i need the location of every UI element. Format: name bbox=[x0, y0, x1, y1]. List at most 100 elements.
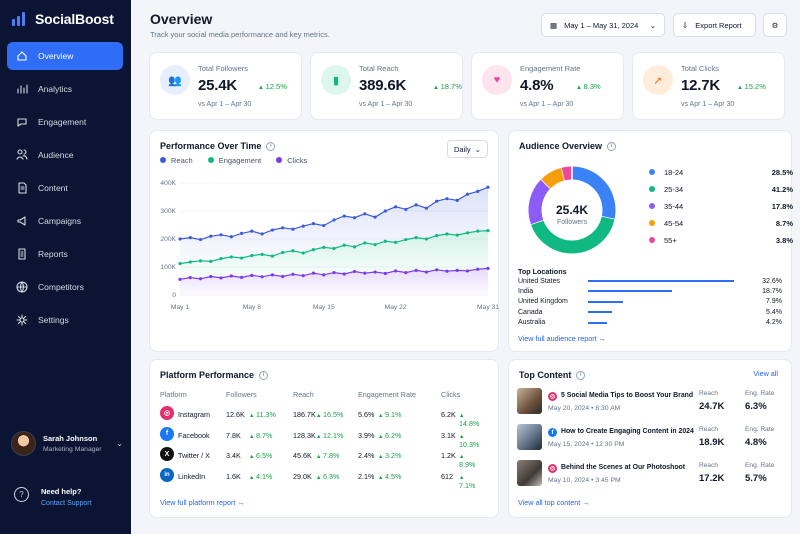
view-all-link[interactable]: View all bbox=[753, 369, 778, 378]
data-point[interactable] bbox=[394, 269, 398, 273]
data-point[interactable] bbox=[435, 268, 439, 272]
sidebar-item-campaigns[interactable]: Campaigns bbox=[7, 207, 123, 235]
sidebar-item-analytics[interactable]: Analytics bbox=[7, 75, 123, 103]
top-content-link[interactable]: View all top content → bbox=[518, 498, 590, 507]
top-content-item[interactable]: ◎ Behind the Scenes at Our Photoshoot May … bbox=[517, 460, 787, 500]
settings-button[interactable]: ⚙ bbox=[763, 13, 787, 37]
table-row[interactable]: X Twitter / X 3.4K ▲ 6.5% 45.6K ▲ 7.8% 2.4% ▲ 3… bbox=[160, 447, 480, 469]
legend-item[interactable]: Engagement bbox=[207, 156, 261, 165]
data-point[interactable] bbox=[455, 268, 459, 272]
data-point[interactable] bbox=[476, 267, 480, 271]
data-point[interactable] bbox=[209, 274, 213, 279]
donut-slice[interactable] bbox=[561, 166, 573, 181]
data-point[interactable] bbox=[281, 226, 285, 230]
info-icon[interactable]: i bbox=[607, 141, 617, 151]
data-point[interactable] bbox=[198, 259, 203, 263]
data-point[interactable] bbox=[394, 240, 398, 244]
data-point[interactable] bbox=[178, 277, 182, 281]
data-point[interactable] bbox=[260, 232, 264, 236]
data-point[interactable] bbox=[404, 271, 408, 275]
data-point[interactable] bbox=[291, 249, 295, 253]
table-row[interactable]: in LinkedIn 1.6K ▲ 4.1% 29.0K ▲ 6.3% 2.1% ▲ 4.5… bbox=[160, 467, 480, 490]
audience-report-link[interactable]: View full audience report → bbox=[518, 334, 606, 343]
contact-support-link[interactable]: Contact Support bbox=[41, 500, 92, 507]
post-thumbnail[interactable] bbox=[517, 460, 542, 486]
data-point[interactable] bbox=[322, 273, 326, 277]
data-point[interactable] bbox=[424, 206, 428, 210]
data-point[interactable] bbox=[188, 260, 192, 264]
data-point[interactable] bbox=[486, 185, 490, 189]
data-point[interactable] bbox=[270, 254, 274, 258]
data-point[interactable] bbox=[311, 271, 316, 275]
data-point[interactable] bbox=[301, 274, 305, 278]
data-point[interactable] bbox=[209, 259, 213, 263]
data-point[interactable] bbox=[178, 237, 182, 241]
data-point[interactable] bbox=[311, 222, 316, 226]
data-point[interactable] bbox=[404, 207, 408, 211]
data-point[interactable] bbox=[435, 234, 439, 238]
platform-report-link[interactable]: View full platform report → bbox=[160, 498, 245, 507]
data-point[interactable] bbox=[219, 257, 223, 261]
data-point[interactable] bbox=[198, 237, 203, 242]
data-point[interactable] bbox=[352, 216, 357, 220]
data-point[interactable] bbox=[250, 229, 254, 233]
data-point[interactable] bbox=[424, 270, 428, 274]
data-point[interactable] bbox=[240, 256, 244, 260]
data-point[interactable] bbox=[373, 270, 377, 274]
sidebar-item-reports[interactable]: Reports bbox=[7, 240, 123, 268]
user-profile[interactable]: Sarah Johnson Marketing Manager ⌄ bbox=[11, 431, 123, 456]
data-point[interactable] bbox=[435, 199, 439, 203]
post-thumbnail[interactable] bbox=[517, 424, 542, 450]
data-point[interactable] bbox=[476, 229, 480, 233]
avatar[interactable] bbox=[11, 431, 36, 456]
sidebar-item-settings[interactable]: Settings bbox=[7, 306, 123, 334]
post-title[interactable]: How to Create Engaging Content in 2024 bbox=[561, 428, 694, 435]
data-point[interactable] bbox=[260, 252, 264, 256]
post-thumbnail[interactable] bbox=[517, 388, 542, 414]
data-point[interactable] bbox=[383, 209, 387, 213]
data-point[interactable] bbox=[301, 251, 305, 255]
info-icon[interactable]: i bbox=[576, 370, 586, 380]
data-point[interactable] bbox=[332, 246, 336, 251]
legend-item[interactable]: Reach bbox=[160, 156, 193, 165]
sidebar-item-competitors[interactable]: Competitors bbox=[7, 273, 123, 301]
data-point[interactable] bbox=[281, 274, 285, 279]
donut-slice[interactable] bbox=[530, 216, 615, 254]
donut-slice[interactable] bbox=[541, 167, 566, 189]
sidebar-item-overview[interactable]: Overview bbox=[7, 42, 123, 70]
data-point[interactable] bbox=[424, 237, 428, 241]
table-row[interactable]: ◎ Instagram 12.6K ▲ 11.3% 186.7K ▲ 16.5% 5.6% ▲… bbox=[160, 406, 480, 428]
data-point[interactable] bbox=[332, 218, 336, 222]
data-point[interactable] bbox=[291, 227, 295, 231]
data-point[interactable] bbox=[240, 231, 244, 235]
data-point[interactable] bbox=[311, 248, 316, 252]
data-point[interactable] bbox=[486, 229, 490, 233]
data-point[interactable] bbox=[219, 276, 223, 280]
data-point[interactable] bbox=[281, 250, 285, 255]
data-point[interactable] bbox=[209, 234, 213, 238]
data-point[interactable] bbox=[363, 212, 367, 216]
interval-select[interactable]: Daily ⌄ bbox=[447, 140, 488, 158]
data-point[interactable] bbox=[322, 245, 326, 249]
data-point[interactable] bbox=[188, 236, 192, 240]
data-point[interactable] bbox=[352, 245, 357, 249]
data-point[interactable] bbox=[383, 271, 387, 276]
sidebar-item-audience[interactable]: Audience bbox=[7, 141, 123, 169]
data-point[interactable] bbox=[229, 235, 233, 239]
export-report-button[interactable]: ⇩ Export Report bbox=[673, 13, 756, 37]
data-point[interactable] bbox=[178, 262, 182, 266]
top-content-item[interactable]: f How to Create Engaging Content in 2024 M… bbox=[517, 424, 787, 464]
data-point[interactable] bbox=[414, 203, 418, 207]
data-point[interactable] bbox=[394, 205, 398, 209]
data-point[interactable] bbox=[445, 269, 449, 273]
data-point[interactable] bbox=[465, 269, 470, 273]
data-point[interactable] bbox=[383, 239, 387, 243]
post-title[interactable]: Behind the Scenes at Our Photoshoot bbox=[561, 464, 686, 471]
data-point[interactable] bbox=[240, 275, 244, 279]
data-point[interactable] bbox=[404, 237, 408, 242]
data-point[interactable] bbox=[486, 266, 490, 270]
donut-slice[interactable] bbox=[528, 179, 551, 225]
data-point[interactable] bbox=[229, 274, 233, 278]
post-title[interactable]: 5 Social Media Tips to Boost Your Brand bbox=[561, 392, 694, 399]
data-point[interactable] bbox=[198, 277, 203, 281]
